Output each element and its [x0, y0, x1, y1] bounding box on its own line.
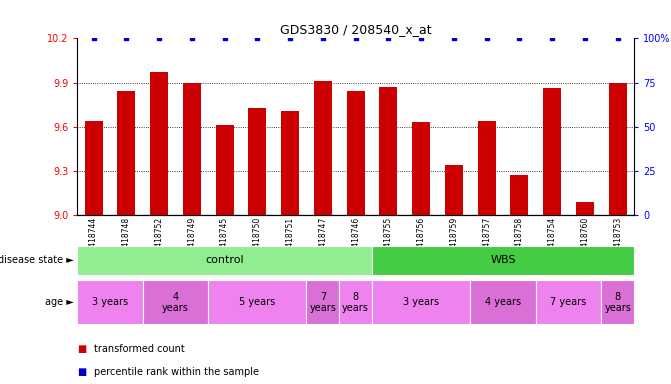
Bar — [609, 83, 627, 215]
Point — [121, 35, 132, 41]
Point — [187, 35, 197, 41]
Text: percentile rank within the sample: percentile rank within the sample — [94, 367, 259, 377]
Bar — [511, 175, 529, 215]
Point — [285, 35, 295, 41]
Text: ■: ■ — [77, 367, 87, 377]
Bar — [183, 83, 201, 215]
Bar — [248, 108, 266, 215]
Bar — [117, 91, 136, 215]
Point — [350, 35, 361, 41]
Point — [416, 35, 427, 41]
Bar — [478, 121, 496, 215]
Text: transformed count: transformed count — [94, 344, 185, 354]
Point — [481, 35, 492, 41]
Bar — [347, 91, 364, 215]
Text: 4 years: 4 years — [485, 297, 521, 308]
Bar — [544, 88, 561, 215]
Text: WBS: WBS — [491, 255, 516, 265]
Point — [219, 35, 230, 41]
Point — [514, 35, 525, 41]
Text: 8
years: 8 years — [342, 291, 369, 313]
Text: 8
years: 8 years — [605, 291, 631, 313]
Text: 7 years: 7 years — [550, 297, 586, 308]
Bar — [445, 165, 463, 215]
Bar — [215, 125, 234, 215]
Text: 7
years: 7 years — [309, 291, 336, 313]
Point — [383, 35, 394, 41]
Text: 3 years: 3 years — [92, 297, 128, 308]
Point — [88, 35, 99, 41]
Point — [580, 35, 590, 41]
Point — [317, 35, 328, 41]
Bar — [576, 202, 594, 215]
Point — [448, 35, 459, 41]
Point — [154, 35, 164, 41]
Point — [613, 35, 623, 41]
Text: age ►: age ► — [45, 297, 74, 308]
Bar — [412, 122, 430, 215]
Point — [252, 35, 263, 41]
Bar — [85, 121, 103, 215]
Text: 5 years: 5 years — [240, 297, 276, 308]
Bar — [314, 81, 332, 215]
Bar — [281, 111, 299, 215]
Text: ■: ■ — [77, 344, 87, 354]
Bar — [379, 87, 397, 215]
Bar — [150, 72, 168, 215]
Title: GDS3830 / 208540_x_at: GDS3830 / 208540_x_at — [280, 23, 431, 36]
Text: 4
years: 4 years — [162, 291, 189, 313]
Point — [547, 35, 558, 41]
Text: control: control — [205, 255, 244, 265]
Text: 3 years: 3 years — [403, 297, 440, 308]
Text: disease state ►: disease state ► — [0, 255, 74, 265]
